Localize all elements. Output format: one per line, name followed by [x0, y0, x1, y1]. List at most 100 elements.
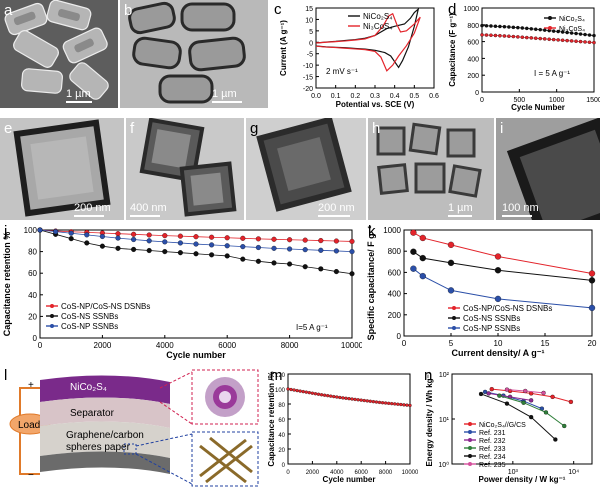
j-data-point	[131, 231, 137, 237]
n-data-point	[489, 387, 494, 392]
d-ylabel: Capacitance (F g⁻¹)	[448, 13, 457, 87]
d-annotation: I = 5 A g⁻¹	[534, 69, 570, 78]
n-data-point	[562, 423, 567, 429]
d-data-point	[511, 25, 516, 30]
d-ytick-label: 1000	[463, 6, 479, 13]
k-ytick-label: 1000	[383, 226, 401, 235]
d-data-point	[525, 35, 529, 40]
c-series-line-1	[315, 12, 421, 72]
panel-g-label: g	[250, 120, 259, 137]
m-data-point	[338, 395, 342, 400]
c-xtick-label: 0.3	[370, 93, 380, 100]
n-legend-entry: NiCo₂S₄//G/CS	[479, 422, 526, 429]
k-data-point	[410, 265, 417, 272]
d-data-point	[592, 33, 596, 38]
n-legend-marker	[468, 438, 472, 442]
m-data-point	[304, 390, 308, 394]
j-data-point	[240, 256, 246, 262]
j-ytick-label: 40	[28, 291, 37, 300]
j-data-point	[349, 238, 355, 244]
j-data-point	[302, 264, 308, 270]
n-ytick-label: 10²	[439, 372, 450, 379]
k-series-line-0	[413, 232, 593, 274]
j-data-point	[271, 260, 277, 266]
n-xtick-label: 10³	[508, 469, 519, 476]
panel-a-label: a	[4, 2, 13, 19]
j-xtick-label: 6000	[218, 341, 236, 350]
m-data-point	[362, 398, 366, 403]
m-data-point	[399, 402, 403, 407]
d-data-point	[569, 39, 574, 43]
m-data-point	[335, 395, 339, 399]
n-ylabel: Energy density / Wh kg⁻¹	[425, 371, 434, 466]
j-data-point	[177, 240, 183, 246]
k-series-line-2	[413, 268, 593, 309]
m-ytick-label: 120	[275, 373, 286, 379]
c-xtick-label: 0.6	[429, 93, 439, 100]
schematic-plus: +	[28, 380, 34, 391]
m-data-point	[286, 387, 290, 391]
scalebar-h: 1 µm	[448, 202, 473, 217]
j-data-point	[177, 233, 183, 239]
k-data-point	[419, 234, 426, 242]
m-data-point	[405, 403, 409, 407]
j-data-point	[115, 245, 121, 251]
d-legend-marker	[548, 26, 552, 30]
j-legend-marker	[50, 314, 54, 318]
k-ylabel: Specific capacitance/ F g⁻¹	[366, 226, 376, 341]
d-xtick-label: 0	[480, 97, 484, 104]
m-xlabel: Cycle number	[323, 475, 376, 484]
scalebar-e: 200 nm	[74, 202, 111, 217]
panel-m-retention-chart: m 0 2000 4000 6000 8000 10000020406080100120C…	[267, 367, 418, 484]
d-data-point	[542, 37, 547, 41]
panel-d-label: d	[448, 1, 456, 18]
m-ytick-label: 0	[282, 463, 286, 469]
scalebar-g-text: 200 nm	[318, 202, 355, 214]
m-data-point	[356, 398, 360, 402]
m-ytick-label: 20	[278, 448, 285, 454]
n-legend-marker	[468, 430, 472, 434]
m-data-point	[310, 391, 315, 395]
n-data-point	[482, 389, 488, 395]
device-schematic: l + − Load NiCo₂S₄ Separator Graphene/ca…	[4, 367, 259, 487]
k-xtick-label: 10	[494, 339, 503, 348]
panel-e-tem-image: e 200 nm	[0, 118, 124, 220]
j-data-point	[318, 238, 324, 244]
scalebar-i-text: 100 nm	[502, 202, 539, 214]
d-data-point	[565, 38, 569, 43]
d-data-point	[569, 31, 574, 35]
k-data-point	[494, 267, 502, 274]
panel-h-label: h	[372, 120, 381, 137]
c-ylabel: Current (A g⁻¹)	[279, 20, 288, 76]
k-legend-entry: CoS-NP SSNBs	[463, 324, 520, 333]
m-data-point	[292, 388, 296, 392]
n-xtick-label: 10⁴	[568, 469, 579, 476]
m-data-point	[374, 400, 379, 404]
j-data-point	[193, 241, 199, 247]
panel-j-retention-chart: j 0 2000 4000 6000 8000 10000 0 20 40 60 80 100 Cycl…	[2, 223, 362, 360]
panel-g-tem-image: g 200 nm	[246, 118, 366, 220]
d-ytick-label: 0	[475, 90, 479, 97]
j-data-point	[99, 233, 105, 240]
d-data-point	[507, 25, 511, 29]
d-ytick-label: 600	[467, 40, 479, 47]
m-data-point	[368, 399, 372, 403]
d-xtick-label: 1000	[549, 97, 565, 104]
c-xtick-label: 0.1	[331, 93, 341, 100]
d-data-point	[538, 27, 542, 32]
d-data-point	[578, 32, 583, 36]
n-series-line-3	[499, 395, 565, 427]
n-series-line-4	[480, 393, 556, 440]
d-data-point	[583, 40, 587, 44]
panel-i-tem-image: i 100 nm	[496, 118, 600, 220]
d-data-point	[525, 26, 529, 31]
d-data-point	[542, 28, 547, 32]
scalebar-f: 400 nm	[130, 202, 167, 217]
k-data-point	[419, 272, 426, 280]
k-ytick-label: 400	[388, 290, 402, 299]
d-data-point	[489, 33, 493, 37]
m-data-point	[316, 392, 321, 396]
k-legend-entry: CoS-NP/CoS-NS DSNBs	[463, 304, 552, 313]
n-data-point	[486, 391, 491, 396]
